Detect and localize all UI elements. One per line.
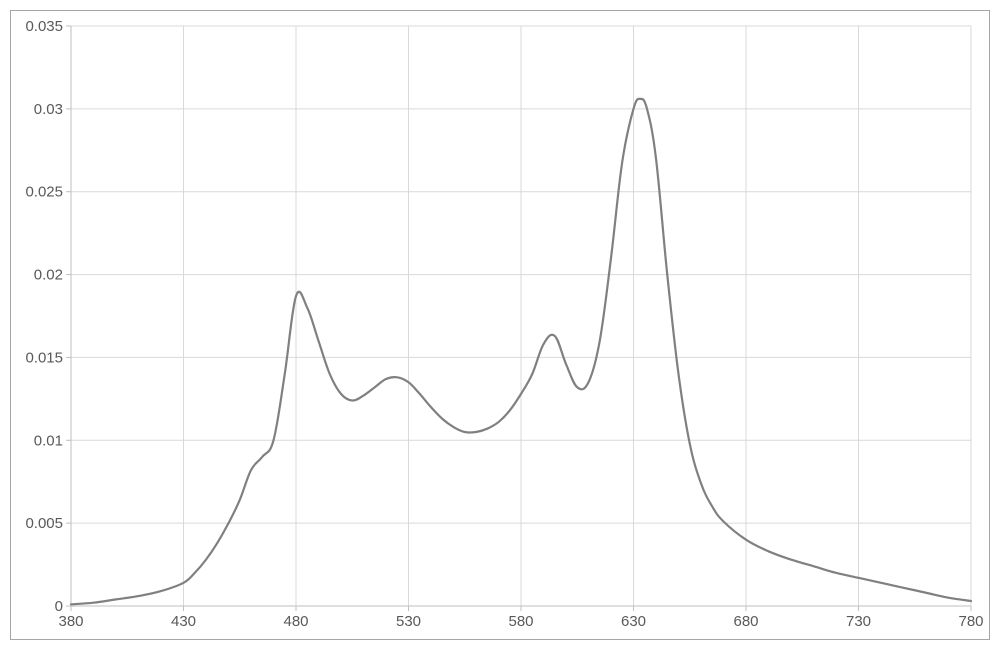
x-tick-label: 480 <box>283 613 308 630</box>
y-tick-label: 0.025 <box>25 184 63 201</box>
y-tick-label: 0.02 <box>34 267 63 284</box>
x-tick-label: 680 <box>733 613 758 630</box>
y-tick-label: 0.03 <box>34 101 63 118</box>
x-tick-label: 630 <box>621 613 646 630</box>
x-tick-label: 380 <box>58 613 83 630</box>
x-tick-label: 730 <box>846 613 871 630</box>
y-tick-label: 0.005 <box>25 515 63 532</box>
x-tick-label: 430 <box>171 613 196 630</box>
y-tick-label: 0.01 <box>34 432 63 449</box>
y-tick-label: 0.015 <box>25 349 63 366</box>
y-tick-label: 0.035 <box>25 18 63 35</box>
x-tick-label: 780 <box>958 613 983 630</box>
x-tick-label: 580 <box>508 613 533 630</box>
line-chart: 380 430 480 530 580 630 680 730 780 0 0.005 0.01 0.0… <box>11 11 989 639</box>
x-tick-label: 530 <box>396 613 421 630</box>
chart-container: 380 430 480 530 580 630 680 730 780 0 0.005 0.01 0.0… <box>10 10 990 640</box>
y-tick-label: 0 <box>55 598 63 615</box>
